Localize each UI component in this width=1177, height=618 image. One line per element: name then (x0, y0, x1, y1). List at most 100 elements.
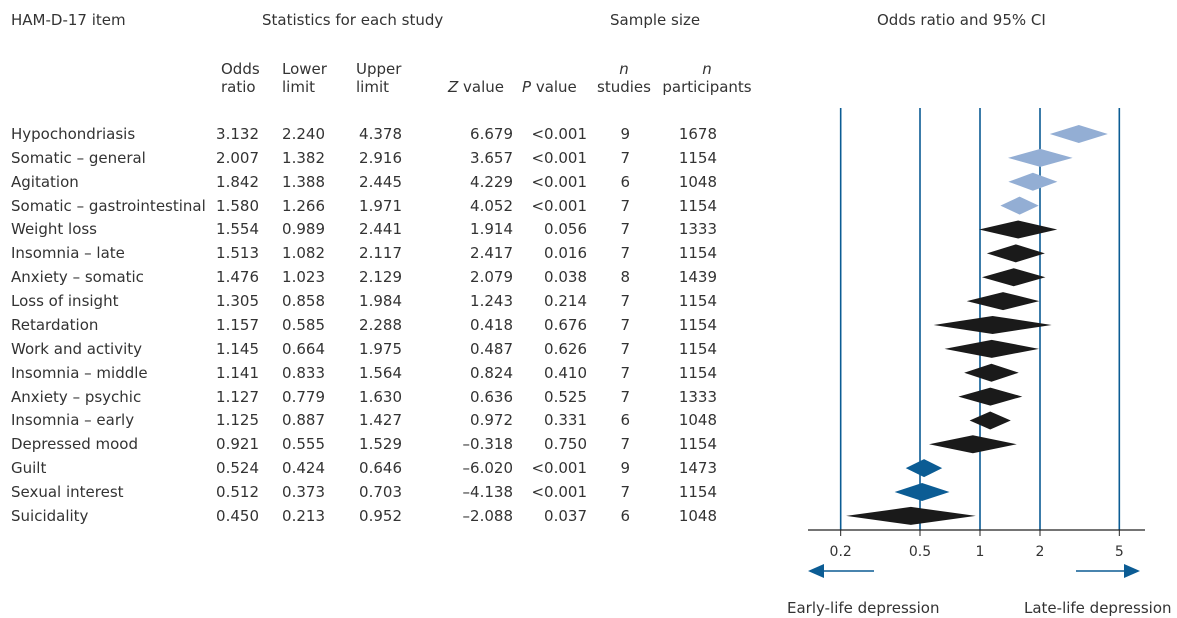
row-upper-limit: 2.441 (359, 220, 402, 239)
row-p-value: 0.214 (544, 292, 587, 311)
row-lower-limit: 0.833 (282, 363, 325, 382)
row-p-value: <0.001 (531, 148, 587, 167)
diamond-marker (966, 292, 1040, 311)
row-n-studies: 8 (620, 268, 630, 287)
diamond-marker (894, 483, 950, 502)
row-z-value: 1.243 (470, 292, 513, 311)
row-odds-ratio: 1.554 (216, 220, 259, 239)
row-n-participants: 1154 (678, 196, 717, 215)
row-n-studies: 9 (620, 125, 630, 143)
row-n-studies: 7 (620, 244, 630, 263)
row-n-participants: 1154 (678, 435, 717, 454)
row-odds-ratio: 0.524 (216, 459, 259, 478)
row-n-participants: 1439 (678, 268, 717, 287)
row-z-value: –2.088 (462, 506, 513, 525)
row-odds-ratio: 1.157 (216, 315, 259, 334)
row-lower-limit: 0.585 (282, 315, 325, 334)
table-row: Insomnia – early 1.125 0.887 1.427 0.972 0.33… (0, 409, 770, 432)
row-n-studies: 6 (620, 506, 630, 525)
diamond-marker (986, 244, 1045, 263)
diamond-marker (933, 315, 1052, 334)
row-n-studies: 7 (620, 196, 630, 215)
row-n-studies: 6 (620, 172, 630, 191)
row-z-value: –4.138 (462, 483, 513, 502)
diamond-marker (944, 339, 1039, 358)
row-upper-limit: 2.129 (359, 268, 402, 287)
row-item-label: Insomnia – early (11, 411, 135, 430)
row-item-label: Somatic – general (11, 148, 146, 167)
row-item-label: Weight loss (11, 220, 98, 239)
row-item-label: Anxiety – psychic (11, 387, 142, 406)
row-z-value: 2.079 (470, 268, 513, 287)
diamond-marker (979, 220, 1058, 239)
row-upper-limit: 0.952 (359, 506, 402, 525)
row-lower-limit: 1.082 (282, 244, 325, 263)
row-n-studies: 7 (620, 292, 630, 311)
row-n-participants: 1048 (678, 411, 717, 430)
row-p-value: 0.626 (544, 339, 587, 358)
table-row: Guilt 0.524 0.424 0.646 –6.020 <0.001 9 1473 (0, 457, 770, 480)
row-p-value: <0.001 (531, 172, 587, 191)
row-lower-limit: 1.388 (282, 172, 325, 191)
table-row: Retardation 1.157 0.585 2.288 0.418 0.676 7 115… (0, 314, 770, 337)
subheader-odds-ratio: Odds ratio (221, 60, 260, 96)
row-n-participants: 1333 (678, 387, 717, 406)
row-z-value: 6.679 (470, 125, 513, 143)
row-odds-ratio: 1.305 (216, 292, 259, 311)
row-odds-ratio: 1.125 (216, 411, 259, 430)
row-item-label: Insomnia – middle (11, 363, 148, 382)
diamond-marker (969, 411, 1011, 430)
diamond-marker (1049, 125, 1108, 143)
row-p-value: 0.750 (544, 435, 587, 454)
row-odds-ratio: 3.132 (216, 125, 259, 143)
table-row: Weight loss 1.554 0.989 2.441 1.914 0.056 7 133… (0, 218, 770, 241)
table-row: Hypochondriasis 3.132 2.240 4.378 6.679 <0.00… (0, 123, 770, 146)
row-n-studies: 7 (620, 435, 630, 454)
row-lower-limit: 0.989 (282, 220, 325, 239)
header-item: HAM-D-17 item (11, 11, 126, 29)
row-lower-limit: 0.887 (282, 411, 325, 430)
row-n-studies: 7 (620, 387, 630, 406)
row-item-label: Somatic – gastrointestinal (11, 196, 206, 215)
row-lower-limit: 0.213 (282, 506, 325, 525)
row-lower-limit: 0.555 (282, 435, 325, 454)
row-z-value: –6.020 (462, 459, 513, 478)
row-z-value: 0.824 (470, 363, 513, 382)
row-p-value: <0.001 (531, 125, 587, 143)
table-row: Loss of insight 1.305 0.858 1.984 1.243 0.214… (0, 290, 770, 313)
table-row: Work and activity 1.145 0.664 1.975 0.487 0.6… (0, 338, 770, 361)
row-n-participants: 1048 (678, 506, 717, 525)
row-upper-limit: 1.971 (359, 196, 402, 215)
row-z-value: 0.636 (470, 387, 513, 406)
row-p-value: 0.037 (544, 506, 587, 525)
diamond-marker (905, 459, 943, 478)
row-lower-limit: 0.664 (282, 339, 325, 358)
row-z-value: 0.972 (470, 411, 513, 430)
row-item-label: Loss of insight (11, 292, 119, 311)
subheader-p-value: P value (522, 78, 577, 96)
row-upper-limit: 2.445 (359, 172, 402, 191)
row-p-value: 0.676 (544, 315, 587, 334)
row-odds-ratio: 0.512 (216, 483, 259, 502)
x-tick-label: 0.5 (909, 544, 931, 560)
row-n-studies: 7 (620, 363, 630, 382)
table-row: Depressed mood 0.921 0.555 1.529 –0.318 0.750… (0, 433, 770, 456)
row-n-participants: 1678 (678, 125, 717, 143)
row-n-participants: 1154 (678, 292, 717, 311)
row-n-participants: 1473 (678, 459, 717, 478)
row-upper-limit: 4.378 (359, 125, 402, 143)
row-z-value: 3.657 (470, 148, 513, 167)
row-n-studies: 7 (620, 339, 630, 358)
row-odds-ratio: 1.127 (216, 387, 259, 406)
table-row: Suicidality 0.450 0.213 0.952 –2.088 0.037 6 10… (0, 505, 770, 528)
row-lower-limit: 0.373 (282, 483, 325, 502)
row-p-value: 0.410 (544, 363, 587, 382)
row-item-label: Hypochondriasis (11, 125, 136, 143)
row-odds-ratio: 0.921 (216, 435, 259, 454)
row-item-label: Sexual interest (11, 483, 124, 502)
row-n-participants: 1154 (678, 483, 717, 502)
table-row: Anxiety – somatic 1.476 1.023 2.129 2.079 0.0… (0, 266, 770, 289)
header-sample: Sample size (610, 11, 701, 29)
table-row: Somatic – gastrointestinal 1.580 1.266 1.97… (0, 195, 770, 218)
row-upper-limit: 1.975 (359, 339, 402, 358)
